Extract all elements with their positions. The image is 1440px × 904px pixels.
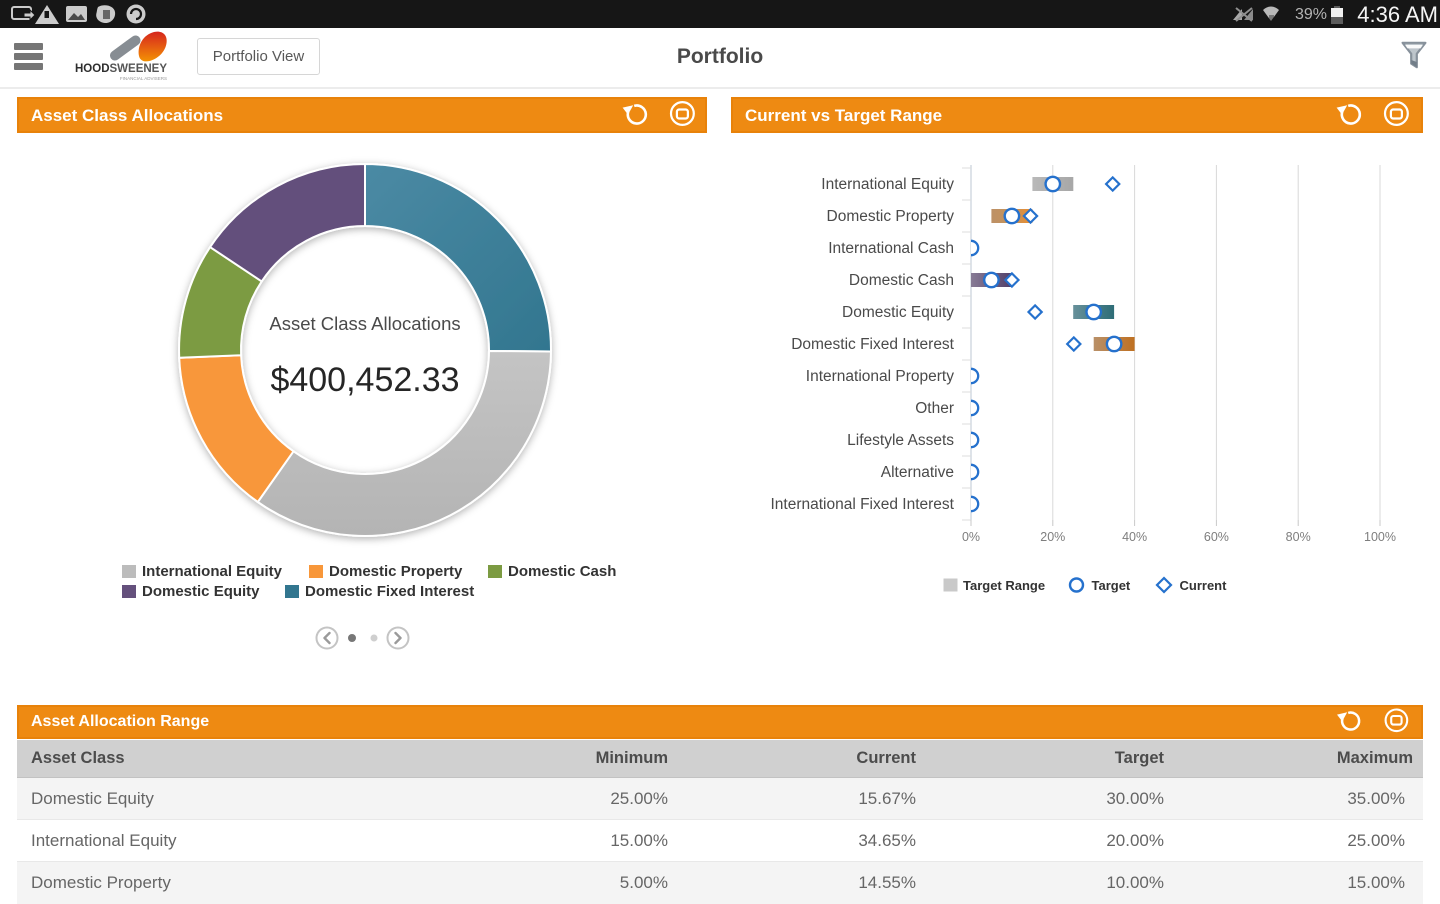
svg-text:39%: 39% [1295, 6, 1327, 23]
svg-text:International Cash: International Cash [828, 240, 954, 257]
svg-text:International Equity: International Equity [821, 176, 954, 193]
svg-text:Domestic Fixed Interest: Domestic Fixed Interest [791, 336, 954, 353]
svg-text:0%: 0% [962, 530, 980, 544]
svg-text:Domestic Cash: Domestic Cash [849, 272, 954, 289]
svg-text:60%: 60% [1204, 530, 1229, 544]
svg-text:4:36 AM: 4:36 AM [1357, 2, 1438, 27]
svg-text:Domestic Property: Domestic Property [827, 208, 955, 225]
svg-text:Target: Target [1092, 578, 1131, 593]
svg-text:Target Range: Target Range [963, 578, 1045, 593]
svg-text:International Fixed Interest: International Fixed Interest [770, 496, 954, 513]
svg-text:80%: 80% [1286, 530, 1311, 544]
svg-text:FINANCIAL ADVISERS: FINANCIAL ADVISERS [120, 76, 167, 81]
svg-text:40%: 40% [1122, 530, 1147, 544]
svg-text:Other: Other [915, 400, 954, 417]
svg-text:$400,452.33: $400,452.33 [270, 361, 459, 399]
svg-text:Asset Class Allocations: Asset Class Allocations [269, 313, 460, 334]
svg-text:Current: Current [1180, 578, 1228, 593]
svg-text:Domestic Equity: Domestic Equity [842, 304, 954, 321]
svg-text:HOODSWEENEY: HOODSWEENEY [75, 63, 167, 75]
svg-text:100%: 100% [1364, 530, 1396, 544]
svg-text:Lifestyle Assets: Lifestyle Assets [847, 432, 954, 449]
svg-text:20%: 20% [1040, 530, 1065, 544]
svg-text:International Property: International Property [806, 368, 954, 385]
svg-text:Alternative: Alternative [881, 464, 954, 481]
